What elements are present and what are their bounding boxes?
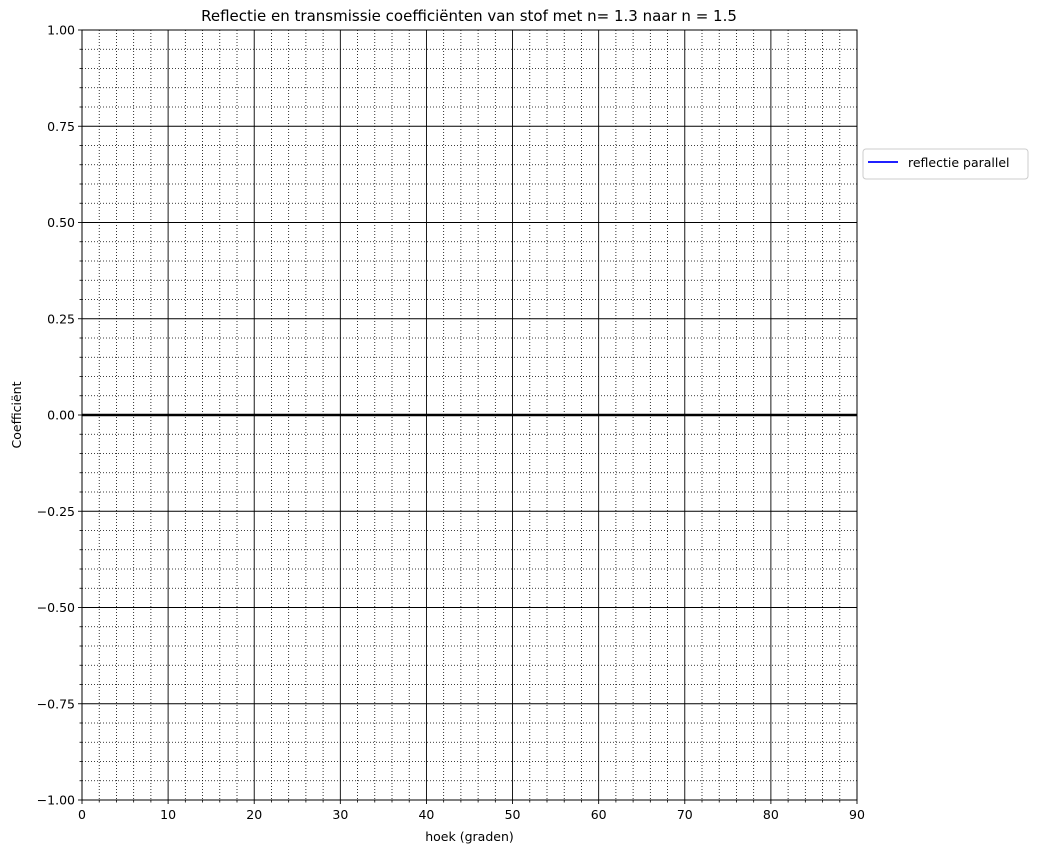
x-tick-label: 50 (505, 807, 521, 822)
x-axis-label: hoek (graden) (425, 829, 514, 844)
y-tick-label: 0.00 (47, 408, 75, 423)
y-tick-label: 0.50 (47, 215, 75, 230)
x-tick-label: 80 (763, 807, 779, 822)
x-tick-label: 90 (849, 807, 865, 822)
y-tick-label: −1.00 (37, 793, 75, 808)
chart-title: Reflectie en transmissie coefficiënten v… (201, 7, 737, 25)
legend-box (862, 148, 1029, 180)
y-tick-label: 0.75 (47, 119, 75, 134)
y-tick-label: 0.25 (47, 311, 75, 326)
y-tick-label: 1.00 (47, 23, 75, 38)
x-axis-ticks: 0 10 20 30 40 50 60 70 80 90 (78, 800, 865, 822)
x-tick-label: 10 (160, 807, 176, 822)
x-tick-label: 30 (332, 807, 348, 822)
x-tick-label: 20 (246, 807, 262, 822)
x-tick-label: 40 (418, 807, 434, 822)
y-tick-label: −0.50 (37, 600, 75, 615)
y-axis-ticks: −1.00 −0.75 −0.50 −0.25 0.00 0.25 0.50 0.75 1.00 (37, 23, 82, 808)
legend: reflectie parallel (862, 148, 1029, 180)
x-tick-label: 0 (78, 807, 86, 822)
y-tick-label: −0.75 (37, 696, 75, 711)
y-tick-label: −0.25 (37, 504, 75, 519)
x-tick-label: 60 (591, 807, 607, 822)
plot-area (81, 29, 858, 801)
legend-label-reflectie-parallel: reflectie parallel (908, 155, 1010, 170)
x-tick-label: 70 (677, 807, 693, 822)
y-axis-label: Coefficiënt (9, 381, 24, 448)
